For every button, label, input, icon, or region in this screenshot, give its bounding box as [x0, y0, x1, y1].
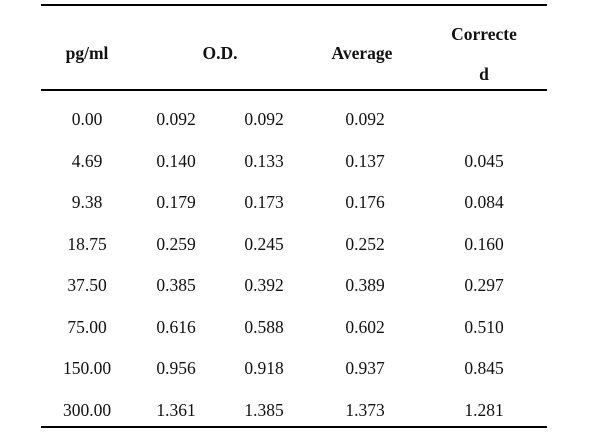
cell-concentration: 9.38 — [71, 192, 103, 212]
cell-od-1: 0.140 — [156, 151, 196, 171]
cell-od-1: 0.179 — [156, 192, 196, 212]
cell-corrected: 0.160 — [464, 234, 504, 254]
cell-average: 0.092 — [345, 109, 385, 129]
header-corrected-line2: d — [479, 64, 489, 84]
header-concentration: pg/ml — [65, 43, 109, 63]
cell-od-1: 0.385 — [156, 275, 196, 295]
cell-od-2: 0.092 — [244, 109, 284, 129]
cell-od-1: 0.956 — [156, 358, 196, 378]
cell-concentration: 4.69 — [71, 151, 103, 171]
cell-concentration: 150.00 — [62, 358, 112, 378]
header-divider-rule — [41, 89, 547, 91]
cell-average: 0.137 — [345, 151, 385, 171]
cell-od-2: 0.133 — [244, 151, 284, 171]
cell-corrected: 0.084 — [464, 192, 504, 212]
cell-concentration: 75.00 — [67, 317, 107, 337]
header-corrected-line1: Correcte — [451, 24, 517, 44]
cell-average: 0.937 — [345, 358, 385, 378]
cell-average: 0.389 — [345, 275, 385, 295]
cell-od-2: 0.392 — [244, 275, 284, 295]
cell-average: 1.373 — [345, 400, 385, 420]
cell-corrected: 0.045 — [464, 151, 504, 171]
cell-od-1: 0.259 — [156, 234, 196, 254]
header-od: O.D. — [202, 43, 238, 63]
cell-average: 0.602 — [345, 317, 385, 337]
cell-od-2: 0.173 — [244, 192, 284, 212]
cell-od-2: 1.385 — [244, 400, 284, 420]
cell-od-1: 1.361 — [156, 400, 196, 420]
cell-corrected: 0.845 — [464, 358, 504, 378]
header-average: Average — [331, 43, 393, 63]
cell-od-2: 0.245 — [244, 234, 284, 254]
cell-corrected: 1.281 — [464, 400, 504, 420]
cell-average: 0.176 — [345, 192, 385, 212]
cell-concentration: 37.50 — [67, 275, 107, 295]
cell-od-1: 0.616 — [156, 317, 196, 337]
cell-average: 0.252 — [345, 234, 385, 254]
cell-concentration: 0.00 — [71, 109, 103, 129]
cell-corrected: 0.510 — [464, 317, 504, 337]
cell-corrected: 0.297 — [464, 275, 504, 295]
cell-od-2: 0.918 — [244, 358, 284, 378]
cell-concentration: 300.00 — [62, 400, 112, 420]
table-top-rule — [41, 4, 547, 6]
cell-od-2: 0.588 — [244, 317, 284, 337]
table-bottom-rule — [41, 426, 547, 428]
cell-od-1: 0.092 — [156, 109, 196, 129]
cell-concentration: 18.75 — [67, 234, 107, 254]
